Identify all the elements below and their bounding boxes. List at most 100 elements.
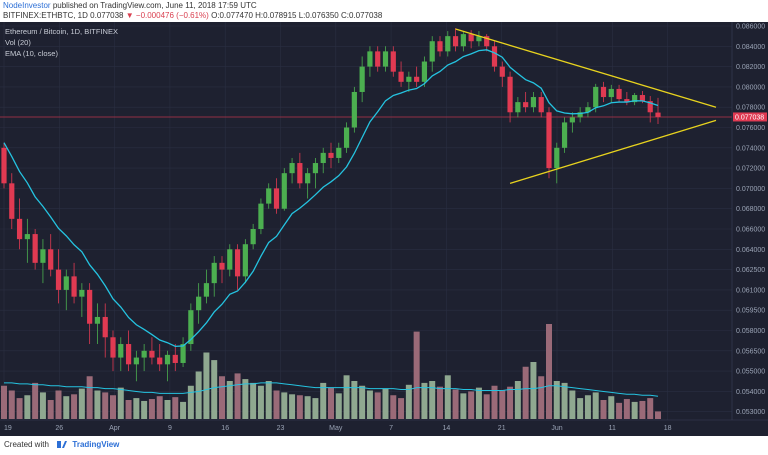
- price-tick-label: 0.062500: [736, 267, 765, 274]
- candle-body: [593, 86, 599, 108]
- trendline[interactable]: [509, 119, 717, 184]
- candle-body: [437, 41, 443, 52]
- candle-body: [9, 183, 15, 219]
- candle-body: [639, 95, 646, 102]
- time-tick-label: May: [329, 425, 343, 432]
- candle-body: [273, 188, 280, 209]
- candle: [71, 262, 77, 304]
- candle-body: [219, 262, 225, 270]
- candle-body: [250, 229, 256, 245]
- volume-bar: [16, 398, 23, 419]
- candle-body: [79, 289, 85, 297]
- candle-body: [289, 163, 295, 174]
- candle-body: [63, 276, 69, 290]
- candle-body: [258, 203, 264, 229]
- author-link[interactable]: NodeInvestor: [3, 1, 51, 10]
- candle: [102, 303, 108, 358]
- volume-bar: [219, 376, 225, 419]
- candle-body: [32, 234, 38, 263]
- time-tick-label: 14: [443, 425, 451, 432]
- candle-body: [94, 316, 101, 324]
- candle: [655, 97, 661, 124]
- candle-body: [87, 289, 93, 324]
- time-tick-label: 9: [168, 425, 172, 432]
- candlestick-chart[interactable]: 0.086000 0.084000 0.082000 0.080000 0.078000…: [0, 22, 768, 436]
- price-tick-label: 0.074000: [736, 145, 765, 152]
- candle: [429, 36, 435, 72]
- candle-body: [600, 86, 607, 98]
- volume-bar: [366, 390, 373, 419]
- candle: [452, 28, 459, 52]
- candle: [234, 244, 241, 290]
- candle: [343, 122, 350, 153]
- published-text: published on TradingView.com, June 11, 2…: [52, 1, 257, 10]
- candle: [48, 234, 54, 277]
- candle: [55, 249, 62, 304]
- candle: [63, 269, 69, 311]
- price-axis[interactable]: [732, 22, 768, 436]
- tradingview-link[interactable]: TradingView: [72, 440, 120, 449]
- price-tick-label: 0.078000: [736, 105, 765, 112]
- trendline[interactable]: [455, 28, 717, 108]
- volume-bar: [522, 366, 529, 419]
- candle-body: [499, 66, 505, 77]
- candle-body: [546, 112, 552, 169]
- volume-bar: [1, 385, 7, 419]
- volume-bar: [156, 396, 163, 419]
- created-with-text: Created with: [4, 440, 49, 449]
- candle-body: [491, 46, 498, 67]
- candle-body: [585, 107, 591, 113]
- candle-body: [328, 152, 334, 158]
- candle-body: [16, 218, 23, 240]
- volume-bar: [584, 395, 591, 419]
- candle-body: [203, 283, 210, 297]
- volume-bar: [343, 375, 350, 419]
- triangle-trendlines[interactable]: [455, 28, 717, 184]
- price-tick-label: 0.066000: [736, 227, 765, 234]
- candle-body: [211, 262, 217, 284]
- volume-bars: [1, 324, 661, 419]
- price-tick-label: 0.053000: [736, 409, 765, 416]
- volume-bar: [429, 381, 436, 419]
- legend-volume: Vol (20): [5, 38, 31, 47]
- candle-body: [577, 112, 583, 118]
- candle-body: [452, 36, 459, 47]
- volume-bar: [78, 388, 85, 419]
- volume-bar: [164, 400, 171, 419]
- legend-ema: EMA (10, close): [5, 49, 58, 58]
- candle: [546, 107, 552, 179]
- footer-bar: Created with TradingView: [0, 436, 768, 455]
- candle-body: [655, 112, 661, 117]
- price-tick-label: 0.086000: [736, 24, 765, 31]
- volume-bar: [437, 386, 443, 419]
- candle: [608, 84, 614, 103]
- candle-body: [188, 310, 194, 345]
- volume-bar: [312, 398, 319, 419]
- price-tick-label: 0.056500: [736, 348, 765, 355]
- volume-bar: [180, 401, 187, 419]
- volume-bar: [32, 382, 39, 419]
- candle: [297, 152, 303, 189]
- volume-bar: [320, 382, 327, 419]
- volume-bar: [382, 388, 389, 419]
- price-tick-label: 0.064000: [736, 247, 765, 254]
- candle: [227, 244, 233, 277]
- volume-bar: [24, 395, 31, 419]
- candle: [281, 168, 287, 211]
- candle-body: [476, 36, 482, 42]
- volume-bar: [133, 398, 140, 419]
- volume-bar: [491, 385, 498, 419]
- time-tick-label: 21: [498, 425, 506, 432]
- candle-body: [172, 354, 178, 363]
- candle-body: [343, 127, 350, 148]
- ohlc-values: O:0.077470 H:0.078915 L:0.076350 C:0.077…: [211, 11, 383, 20]
- volume-bar: [8, 390, 15, 419]
- candle-body: [125, 344, 132, 365]
- volume-bar: [148, 399, 155, 419]
- price-tick-label: 0.070000: [736, 186, 765, 193]
- candle: [203, 269, 210, 304]
- candle-body: [133, 357, 139, 365]
- volume-bar: [639, 400, 646, 419]
- candle-body: [336, 147, 342, 158]
- volume-bar: [328, 387, 334, 419]
